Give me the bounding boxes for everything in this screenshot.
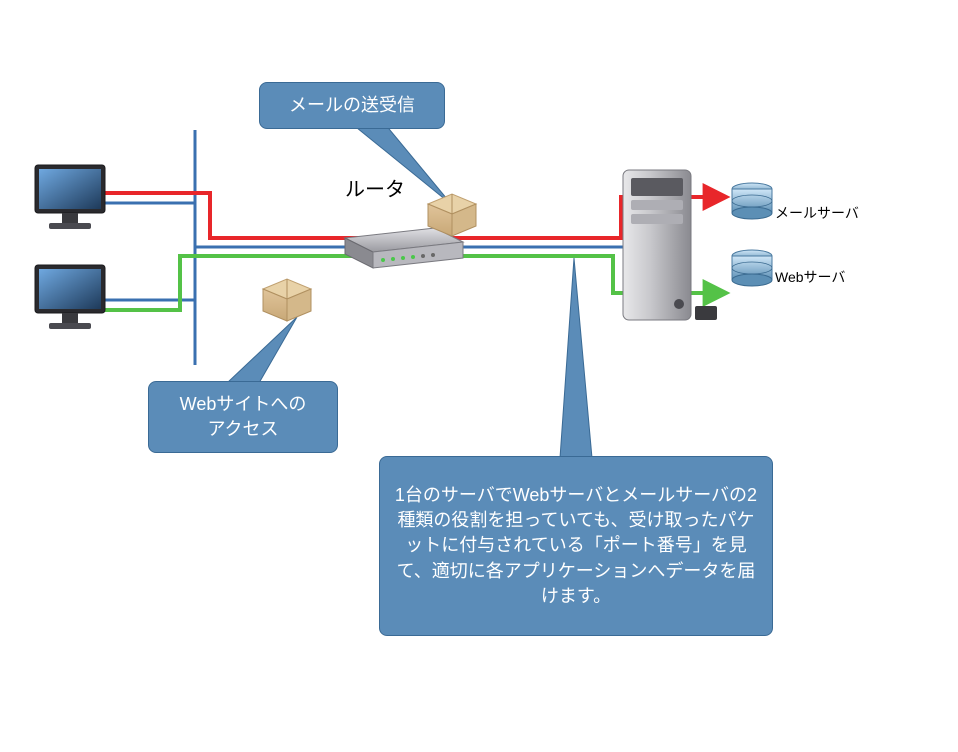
network-diagram [0,0,958,752]
web-server-db-icon [732,250,772,286]
callout-web: Webサイトへの アクセス [148,381,338,453]
packet-icon-web [263,279,311,321]
callout-server-description: 1台のサーバでWebサーバとメールサーバの2種類の役割を担っていても、受け取った… [379,456,773,636]
router-label: ルータ [345,173,405,202]
router-device [345,228,463,268]
mail-server-label: メールサーバ [775,203,859,223]
server-tower [623,170,717,320]
callout-tail-server [560,258,592,458]
callout-mail: メールの送受信 [259,82,445,129]
client-monitor-2 [35,265,105,329]
callout-server-text: 1台のサーバでWebサーバとメールサーバの2種類の役割を担っていても、受け取った… [394,483,758,609]
client-monitor-1 [35,165,105,229]
callout-mail-text: メールの送受信 [289,93,415,118]
web-server-label: Webサーバ [775,267,845,287]
callout-web-text: Webサイトへの アクセス [180,392,307,442]
mail-server-db-icon [732,183,772,219]
callout-tail-web [227,317,297,383]
